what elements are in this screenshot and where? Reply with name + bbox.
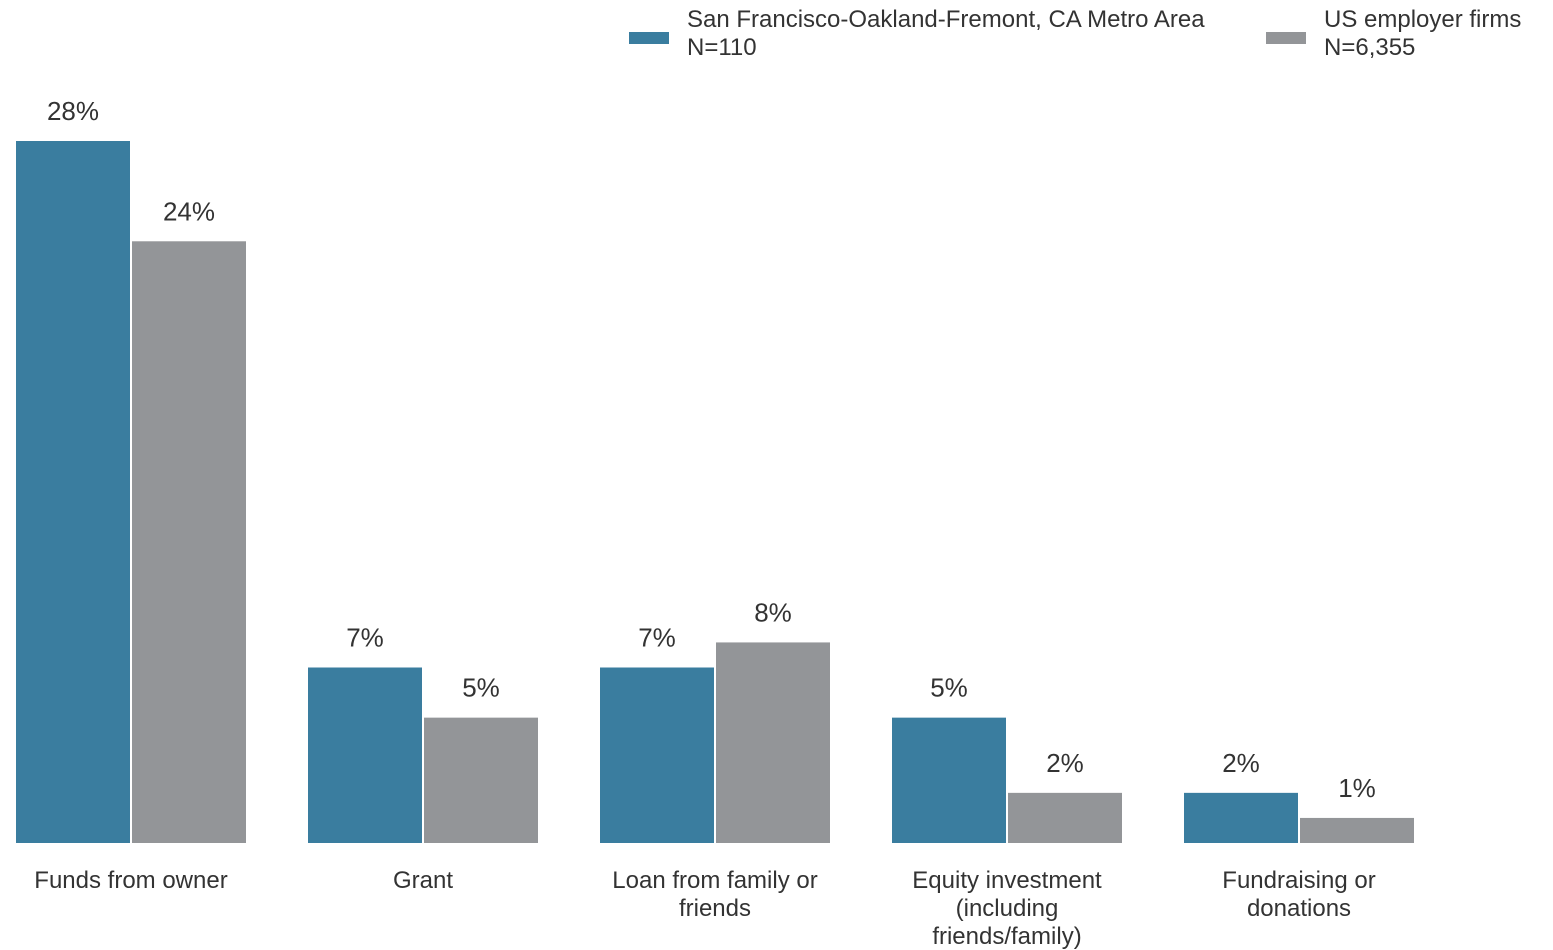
legend-swatch-sf-metro bbox=[629, 32, 669, 44]
bar-series1-cat1 bbox=[424, 717, 538, 843]
bar-series0-cat2 bbox=[600, 667, 714, 843]
category-label-0-line-0: Funds from owner bbox=[34, 867, 227, 894]
data-label-series1-cat4: 1% bbox=[1338, 773, 1376, 803]
bar-series0-cat0 bbox=[16, 141, 130, 843]
bar-series0-cat4 bbox=[1184, 792, 1298, 843]
category-label-3: Equity investment (including friends/famil… bbox=[912, 867, 1102, 950]
bar-series1-cat4 bbox=[1300, 817, 1414, 843]
bar-series0-cat1 bbox=[308, 667, 422, 843]
data-label-series1-cat0: 24% bbox=[163, 196, 215, 226]
legend-label-sf-metro: San Francisco-Oakland-Fremont, CA Metro … bbox=[687, 6, 1205, 33]
legend-note-us-employer-firms: N=6,355 bbox=[1324, 34, 1416, 61]
category-label-3-line-1: (including bbox=[956, 895, 1059, 922]
data-label-series0-cat1: 7% bbox=[346, 623, 384, 653]
legend-label-us-employer-firms: US employer firms bbox=[1324, 6, 1522, 33]
data-label-series0-cat2: 7% bbox=[638, 623, 676, 653]
data-label-series0-cat0: 28% bbox=[47, 96, 99, 126]
bar-series0-cat3 bbox=[892, 717, 1006, 843]
data-label-series1-cat1: 5% bbox=[462, 673, 500, 703]
category-label-1-line-0: Grant bbox=[393, 867, 453, 894]
category-label-3-line-0: Equity investment bbox=[912, 867, 1102, 894]
category-label-4: Fundraising or donations bbox=[1222, 867, 1375, 922]
bar-series1-cat3 bbox=[1008, 792, 1122, 843]
category-label-2-line-1: friends bbox=[679, 895, 751, 922]
legend-item-us-employer-firms: US employer firms N=6,355 bbox=[1266, 6, 1521, 62]
category-label-1: Grant bbox=[393, 867, 453, 894]
category-label-3-line-2: friends/family) bbox=[932, 923, 1081, 950]
legend-note-sf-metro: N=110 bbox=[687, 34, 757, 61]
legend-item-sf-metro: San Francisco-Oakland-Fremont, CA Metro … bbox=[629, 6, 1205, 62]
bar-series1-cat2 bbox=[716, 642, 830, 843]
category-label-0: Funds from owner bbox=[34, 867, 227, 894]
bar-series1-cat0 bbox=[132, 241, 246, 844]
category-label-2-line-0: Loan from family or bbox=[612, 867, 817, 894]
data-label-series1-cat2: 8% bbox=[754, 597, 792, 627]
category-label-4-line-0: Fundraising or bbox=[1222, 867, 1375, 894]
data-label-series0-cat3: 5% bbox=[930, 673, 968, 703]
category-label-2: Loan from family or friends bbox=[612, 867, 817, 922]
data-label-series1-cat3: 2% bbox=[1046, 748, 1084, 778]
legend-swatch-us-employer-firms bbox=[1266, 32, 1306, 44]
category-label-4-line-1: donations bbox=[1247, 895, 1351, 922]
data-label-series0-cat4: 2% bbox=[1222, 748, 1260, 778]
